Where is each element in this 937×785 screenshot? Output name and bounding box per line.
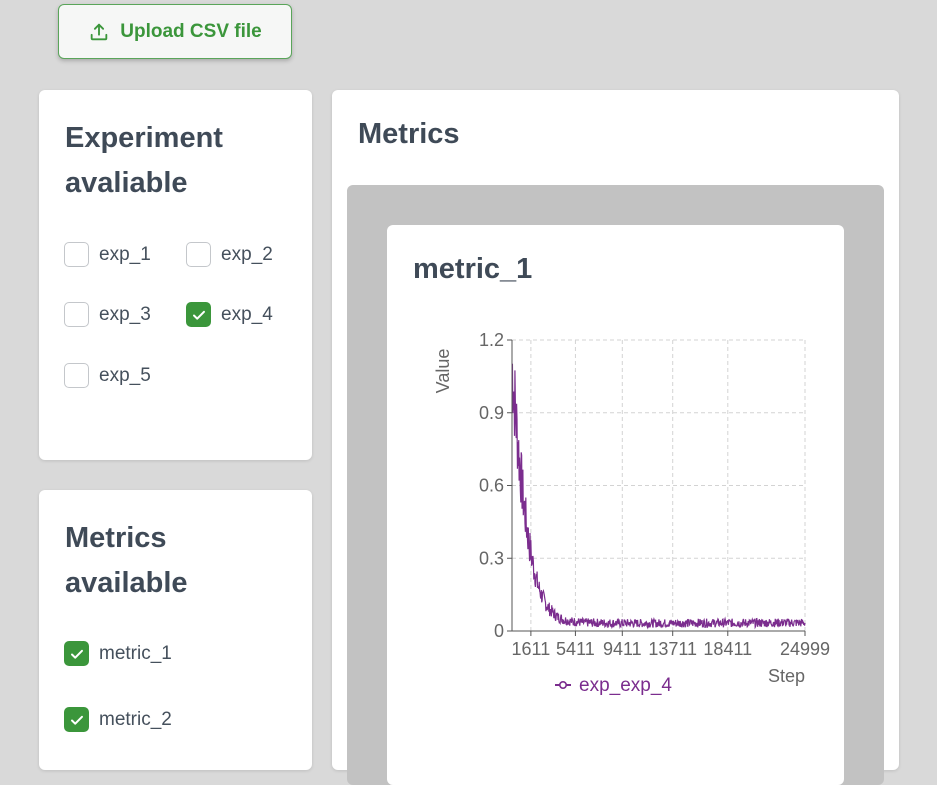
checkbox-unchecked[interactable] [64,302,89,327]
checkbox-label: exp_2 [221,243,273,265]
chart-card: metric_1 0 0.3 0.6 0.9 1.2 1611 5411 9411 13711 1… [387,225,844,785]
x-tick-label: 18411 [703,639,752,659]
checkbox-label: exp_5 [99,364,151,386]
checkbox-label: metric_1 [99,642,172,664]
experiment-checkbox-1[interactable]: exp_1 [64,242,151,267]
x-tick-label: 1611 [512,639,551,659]
experiments-title: Experiment avaliable [65,122,223,199]
x-tick-label: 13711 [648,639,697,659]
x-axis-label: Step [768,666,805,686]
y-tick-label: 0.6 [479,476,504,496]
experiment-checkbox-3[interactable]: exp_3 [64,302,151,327]
checkbox-checked[interactable] [64,707,89,732]
legend-marker [559,680,568,689]
chart-panel: metric_1 0 0.3 0.6 0.9 1.2 1611 5411 9411 13711 1… [347,185,884,785]
experiment-checkbox-4[interactable]: exp_4 [186,302,273,327]
upload-icon [88,21,110,43]
metric-checkbox-1[interactable]: metric_1 [64,641,172,666]
metrics-list-title: Metrics available [65,522,188,599]
checkbox-unchecked[interactable] [64,363,89,388]
checkbox-unchecked[interactable] [64,242,89,267]
y-tick-label: 0 [494,621,504,641]
metrics-main-title: Metrics [358,118,460,150]
metrics-list-card: Metrics available metric_1 metric_2 [39,490,312,770]
experiments-card: Experiment avaliable exp_1 exp_2 exp_3 exp_… [39,90,312,460]
y-tick-label: 1.2 [479,330,504,350]
checkbox-unchecked[interactable] [186,242,211,267]
experiment-checkbox-2[interactable]: exp_2 [186,242,273,267]
checkbox-label: exp_1 [99,243,151,265]
metrics-main-card: Metrics metric_1 0 0.3 0.6 0.9 1.2 1611 5411 94… [332,90,899,785]
checkbox-label: metric_2 [99,708,172,730]
upload-button-label: Upload CSV file [120,20,262,42]
y-tick-label: 0.9 [479,403,504,423]
checkbox-checked[interactable] [186,302,211,327]
legend-label[interactable]: exp_exp_4 [579,675,672,696]
metric-checkbox-2[interactable]: metric_2 [64,707,172,732]
series-line-exp_exp_4[interactable] [511,363,806,630]
checkbox-label: exp_3 [99,303,151,325]
checkbox-checked[interactable] [64,641,89,666]
experiment-checkbox-5[interactable]: exp_5 [64,363,151,388]
x-tick-label: 5411 [556,639,595,659]
y-tick-label: 0.3 [479,548,504,568]
x-tick-label: 9411 [603,639,642,659]
x-tick-label: 24999 [780,639,830,659]
upload-csv-button[interactable]: Upload CSV file [58,4,292,59]
y-axis-label: Value [433,349,453,394]
metric-chart[interactable]: 0 0.3 0.6 0.9 1.2 1611 5411 9411 13711 18411 24999… [387,225,844,725]
checkbox-label: exp_4 [221,303,273,325]
chart-title: metric_1 [413,253,533,285]
